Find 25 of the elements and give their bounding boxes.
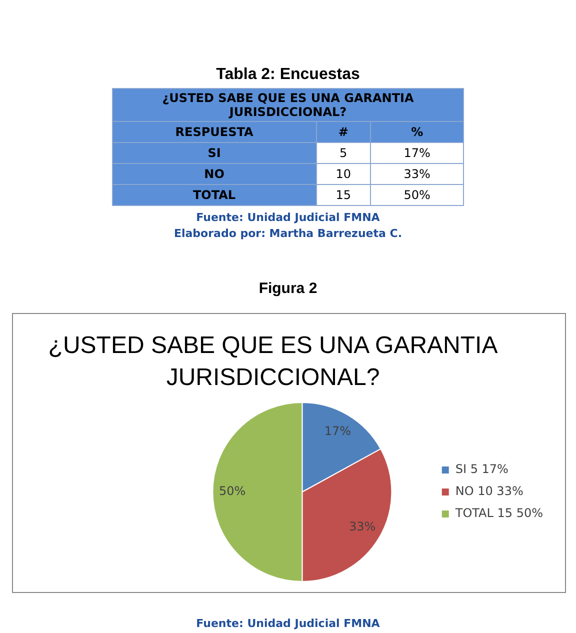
legend-label: TOTAL 15 50% bbox=[454, 506, 543, 520]
text: TOTAL bbox=[112, 184, 316, 206]
data-label: 17% bbox=[324, 424, 352, 438]
source-note: Fuente: Unidad Judicial FMNA bbox=[195, 211, 381, 224]
text: 33% bbox=[370, 164, 464, 184]
text: 17% bbox=[370, 142, 464, 164]
text: RESPUESTA bbox=[112, 122, 316, 142]
text: Tabla 2: Encuestas bbox=[215, 66, 361, 84]
text: Elaborado por: Martha Barrezueta C. bbox=[172, 227, 404, 240]
text: NO bbox=[112, 164, 316, 184]
data-label: 33% bbox=[348, 520, 376, 534]
legend-label: NO 10 33% bbox=[455, 484, 524, 498]
text: # bbox=[316, 122, 371, 142]
legend-label: SI 5 17% bbox=[455, 462, 508, 476]
text: % bbox=[370, 122, 464, 142]
data-label: 50% bbox=[219, 484, 246, 498]
source-note: Fuente: Unidad Judicial FMNA bbox=[195, 617, 381, 630]
text: 10 bbox=[316, 164, 371, 184]
text: ¿USTED SABE QUE ES UNA GARANTIA JURISDICCIONAL? bbox=[112, 88, 464, 122]
text: SI bbox=[112, 142, 316, 164]
text: Figura 2 bbox=[258, 280, 318, 297]
chart-title: ¿USTED SABE QUE ES UNA GARANTIA JURISDICCIONAL? bbox=[47, 331, 499, 393]
text: 15 bbox=[316, 184, 371, 206]
text: 5 bbox=[316, 142, 371, 164]
text: 50% bbox=[370, 184, 464, 206]
